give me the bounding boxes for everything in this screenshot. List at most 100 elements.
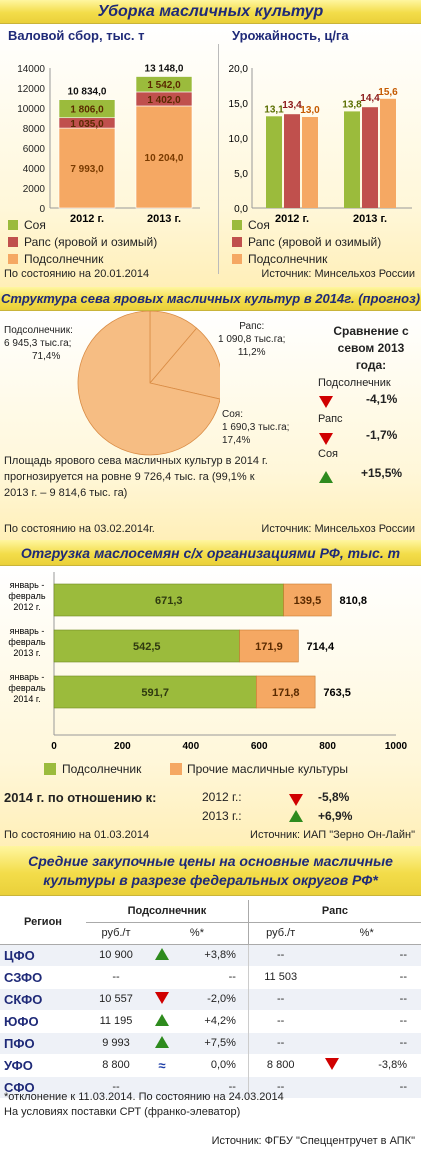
table-row: ЮФО 11 195 +4,2% -- -- [0, 1009, 421, 1032]
rapeseed-price-cell: 11 503 [248, 965, 313, 988]
sowing-text: Площадь ярового сева масличных культур в… [4, 453, 316, 501]
legend-swatch [232, 237, 242, 247]
prices-banner-line2: культуры в разрезе федеральных округов Р… [43, 872, 378, 888]
shipment-compare-2013-label: 2013 г.: [202, 809, 242, 823]
shipment-compare-2012-label: 2012 г.: [202, 790, 242, 804]
header-sunflower: Подсолнечник [86, 900, 249, 923]
bar-value-label: 15,6 [378, 87, 398, 98]
bar-sunflower [53, 629, 240, 663]
sowing-text-2: прогнозируется на ровне 9 726,4 тыс. га … [4, 471, 255, 483]
y-tick-label: 12000 [17, 84, 45, 95]
legend-item: Соя [8, 217, 46, 233]
harvest-divider [218, 44, 219, 274]
harvest-panel: Валовой сбор, тыс. т Урожайность, ц/га 0… [0, 24, 421, 287]
rapeseed-trend-cell [312, 1075, 353, 1098]
header-region: Регион [0, 900, 86, 945]
sunflower-pct-cell: 0,0% [178, 1053, 249, 1076]
pie-label-rapeseed: Рапс: 1 090,8 тыс.га; 11,2% [218, 320, 285, 359]
rapeseed-pct-cell: -- [352, 943, 421, 966]
prices-banner-line1: Средние закупочные цены на основные масл… [28, 853, 393, 869]
bar-total-label: 13 148,0 [145, 64, 184, 75]
bar [380, 98, 396, 208]
region-cell: ЦФО [0, 943, 86, 966]
bar-sunflower [53, 583, 284, 617]
bar-other [239, 629, 299, 663]
sunflower-trend-cell [146, 1009, 178, 1032]
legend-other-swatch [170, 763, 182, 775]
y-tick-label: 8000 [23, 124, 46, 135]
legend-item: Подсолнечник [8, 251, 103, 267]
row-label: январь - [10, 626, 45, 636]
sunflower-pct-cell: -- [178, 1075, 249, 1098]
prices-note-2: На условиях поставки СРТ (франко-элевато… [4, 1106, 241, 1118]
approx-equal-icon: ≈ [158, 1057, 166, 1073]
sunflower-price-cell: 11 195 [86, 1009, 146, 1032]
legend-label: Подсолнечник [24, 252, 104, 266]
legend-swatch [232, 254, 242, 264]
rapeseed-price-cell: -- [248, 1009, 313, 1032]
prices-header-row-1: Регион Подсолнечник Рапс [0, 900, 421, 945]
legend-label: Рапс (яровой и озимый) [24, 235, 158, 249]
shipment-banner: Отгрузка маслосемян с/х организациями РФ… [0, 540, 421, 566]
bar [284, 114, 300, 208]
rapeseed-trend-cell [312, 987, 353, 1010]
row-label: 2012 г. [13, 602, 40, 612]
legend-label: Соя [248, 218, 270, 232]
yield-chart: 0,0 5,0 10,0 15,0 20,0 13,113,413,0 2012 г. 13,… [229, 64, 412, 225]
legend-label: Рапс (яровой и озимый) [248, 235, 382, 249]
bar-total-label: 810,8 [340, 595, 368, 607]
sunflower-pct-cell: -2,0% [178, 987, 249, 1010]
rapeseed-pct-cell: -- [352, 965, 421, 988]
legend-other-label: Прочие масличные культуры [187, 762, 349, 776]
legend-item: Рапс (яровой и озимый) [8, 234, 157, 250]
rapeseed-trend-cell [312, 943, 353, 966]
table-row: ЦФО 10 900 +3,8% -- -- [0, 943, 421, 966]
harvest-footnote: По состоянию на 20.01.2014 [4, 268, 150, 280]
sunflower-pct-cell: +3,8% [178, 943, 249, 966]
arrow-down-icon [319, 396, 333, 408]
bar-value-label: 1 806,0 [70, 105, 104, 116]
pie-label-soy: Соя: 1 690,3 тыс.га; 17,4% [222, 408, 289, 447]
header-rapeseed: Рапс [248, 900, 421, 923]
pie-label-sunflower: Подсолнечник: 6 945,3 тыс.га; 71,4% [4, 324, 73, 363]
header-rapeseed-pct: %* [312, 922, 421, 945]
rapeseed-trend-cell [312, 1009, 353, 1032]
rapeseed-pct-cell: -3,8% [352, 1053, 421, 1076]
yield-title: Урожайность, ц/га [232, 28, 349, 43]
legend-swatch [232, 220, 242, 230]
y-tick-label: 5,0 [234, 169, 248, 180]
shipment-panel: 0 200 400 600 800 1000 январь - февраль 2012 г. 6… [0, 566, 421, 846]
sowing-compare-title-3: года: [355, 358, 387, 372]
row-label: январь - [10, 672, 45, 682]
bar [302, 117, 318, 208]
header-sunflower-pct: %* [146, 922, 249, 945]
region-cell: СКФО [0, 987, 86, 1010]
rapeseed-trend-cell [312, 965, 353, 988]
arrow-up-icon [155, 947, 169, 960]
harvest-source: Источник: Минсельхоз России [261, 268, 415, 280]
bar-value-label: 13,0 [300, 105, 320, 116]
shipment-source: Источник: ИАП "Зерно Он-Лайн" [250, 829, 415, 841]
sowing-text-3: 2013 г. – 9 814,6 тыс. га) [4, 487, 128, 499]
compare-rapeseed-name: Рапс [318, 413, 343, 425]
bar [266, 116, 282, 208]
sowing-text-1: Площадь ярового сева масличных культур в… [4, 455, 268, 467]
legend-item: Соя [232, 217, 270, 233]
sowing-panel: Подсолнечник: 6 945,3 тыс.га; 71,4% Рапс… [0, 311, 421, 540]
sunflower-trend-cell [146, 965, 178, 988]
compare-rapeseed-value: -1,7% [366, 428, 398, 442]
compare-soy-value: +15,5% [361, 466, 403, 480]
row-label: январь - [10, 580, 45, 590]
bar-value-label: 591,7 [141, 687, 169, 699]
y-tick-label: 4000 [23, 164, 46, 175]
bar-value-label: 13,8 [342, 99, 362, 110]
region-cell: СЗФО [0, 965, 86, 988]
y-tick-label: 10,0 [229, 134, 249, 145]
bar-segment [135, 76, 193, 93]
bar-value-label: 14,4 [360, 93, 380, 104]
sowing-banner: Структура сева яровых масличных культур … [0, 287, 421, 311]
sunflower-trend-cell [146, 1075, 178, 1098]
sunflower-trend-cell [146, 943, 178, 966]
y-tick-label: 10000 [17, 104, 45, 115]
bar-value-label: 139,5 [294, 595, 322, 607]
